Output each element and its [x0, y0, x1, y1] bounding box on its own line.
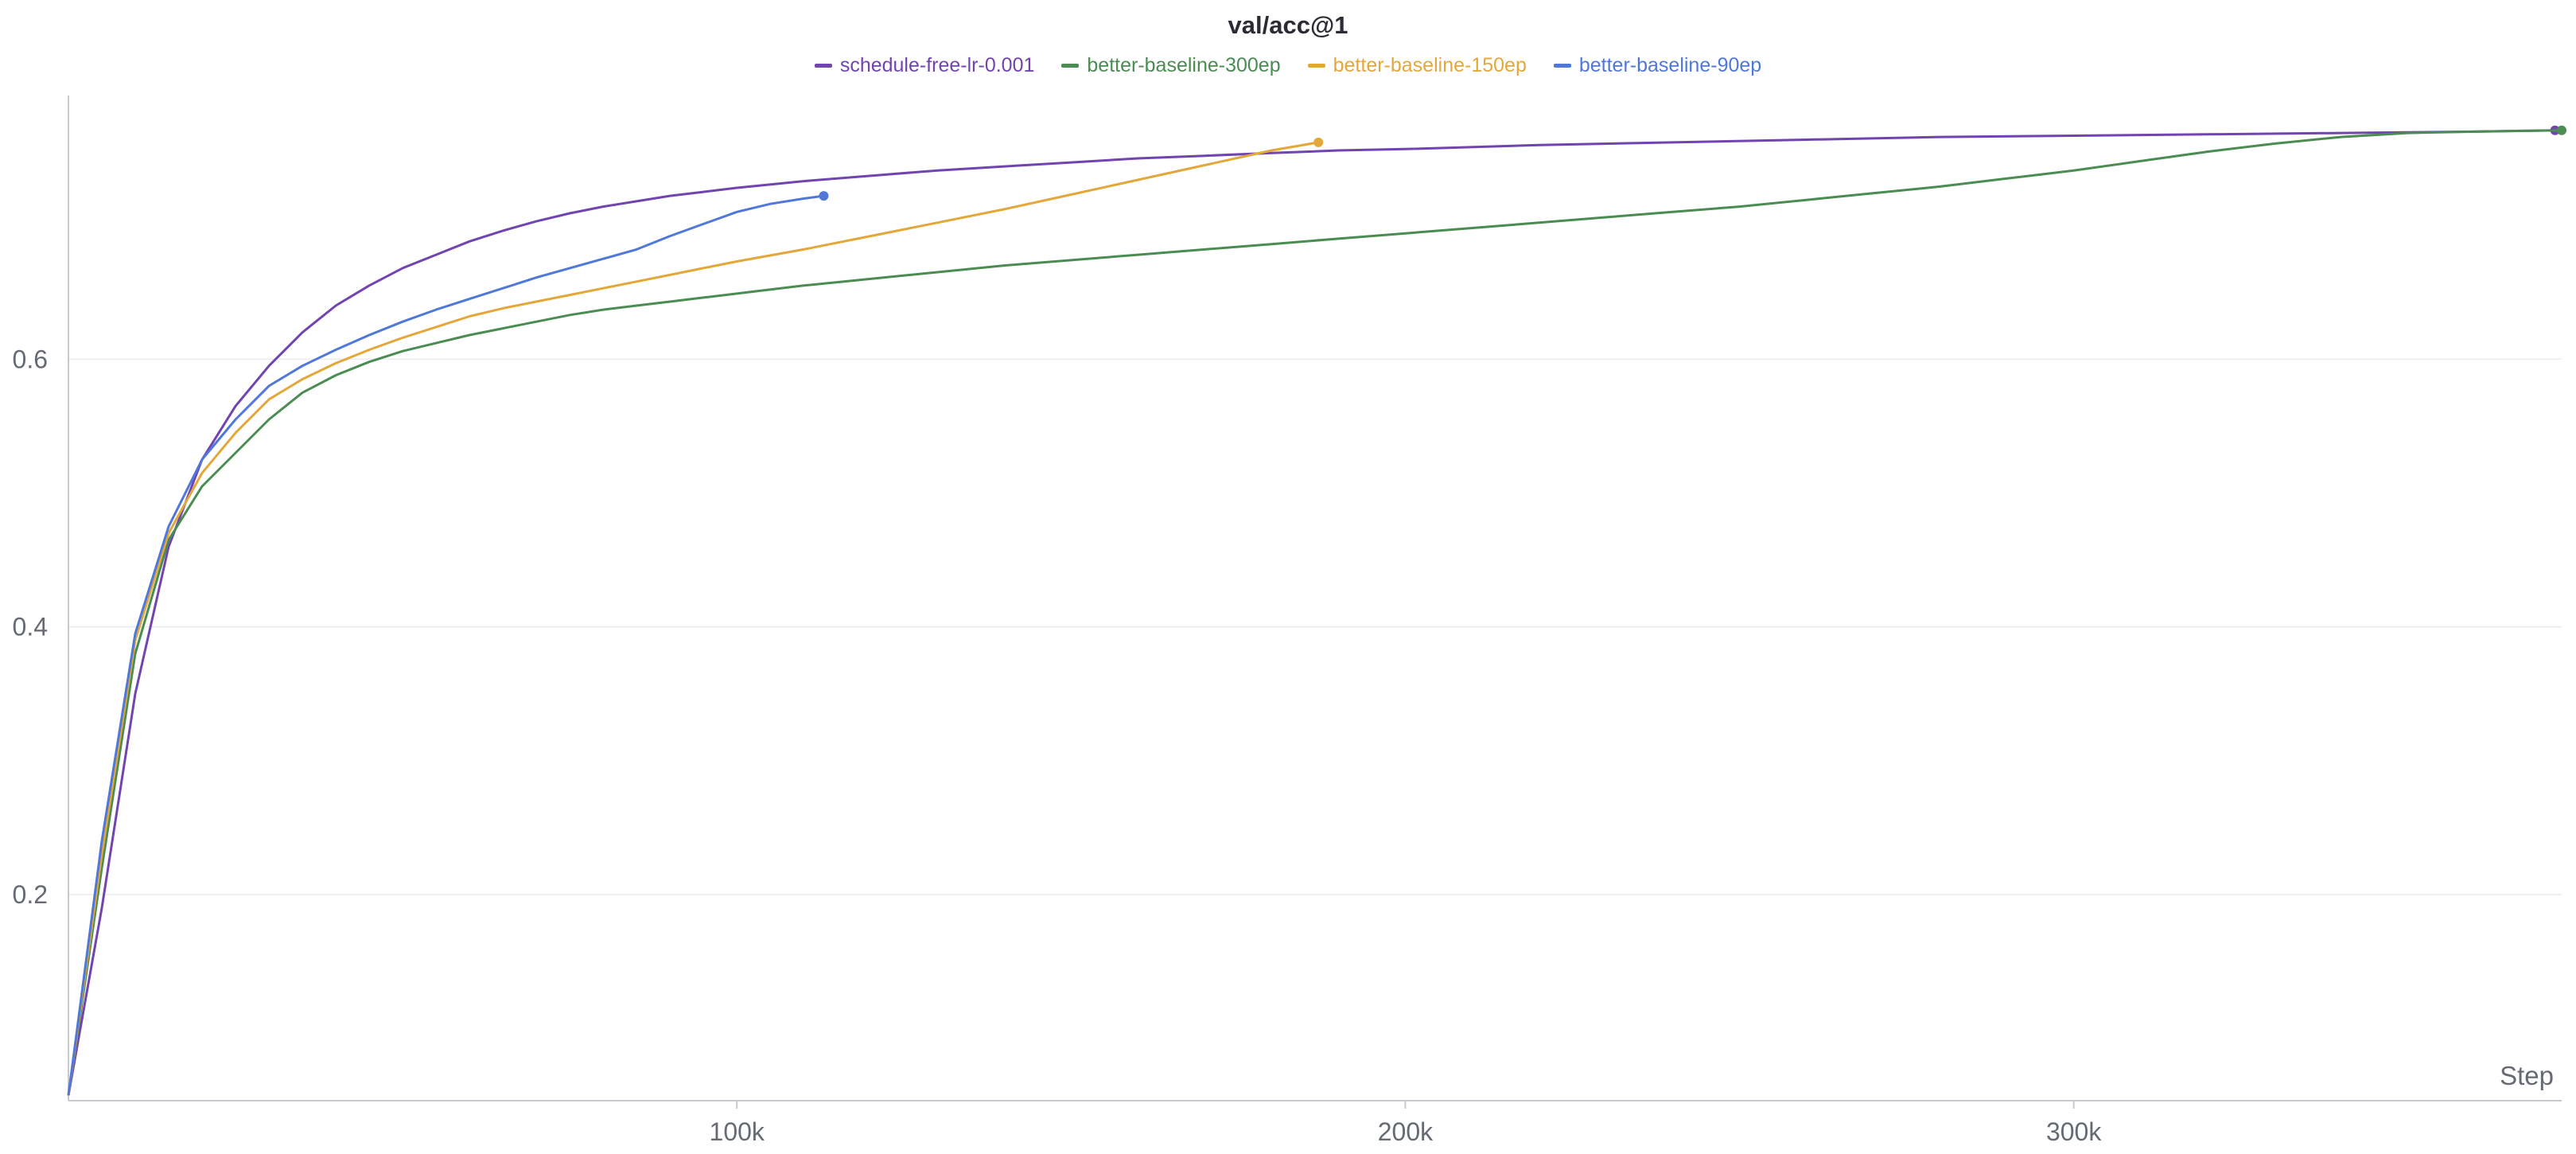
- x-tick-label: 300k: [2046, 1117, 2102, 1146]
- legend-label: better-baseline-150ep: [1333, 54, 1527, 76]
- series-end-marker-2: [1313, 137, 1324, 147]
- x-tick-label: 200k: [1378, 1117, 1434, 1146]
- grid-lines: [68, 358, 2562, 895]
- legend-item[interactable]: better-baseline-300ep: [1061, 54, 1281, 77]
- series-line-1[interactable]: [67, 129, 2562, 1096]
- series-end-marker-3: [819, 191, 829, 201]
- legend-item[interactable]: better-baseline-150ep: [1307, 54, 1527, 77]
- y-tick-label: 0.4: [13, 613, 48, 641]
- chart-legend: schedule-free-lr-0.001 better-baseline-3…: [0, 54, 2576, 77]
- series-lines: [67, 125, 2566, 1096]
- series-end-marker-1: [2557, 125, 2566, 135]
- x-axis-title: Step: [2500, 1061, 2554, 1090]
- legend-swatch-icon: [814, 64, 832, 68]
- legend-swatch-icon: [1307, 64, 1325, 68]
- legend-item[interactable]: better-baseline-90ep: [1553, 54, 1762, 77]
- series-line-3[interactable]: [67, 194, 824, 1096]
- series-line-2[interactable]: [67, 141, 1319, 1096]
- legend-swatch-icon: [1061, 64, 1080, 68]
- axis-ticks: 0.2 0.4 0.6 100k 200k 300k: [13, 345, 2103, 1146]
- legend-label: better-baseline-300ep: [1087, 54, 1281, 76]
- series-line-0[interactable]: [67, 129, 2555, 1096]
- legend-label: better-baseline-90ep: [1578, 54, 1762, 76]
- y-tick-label: 0.2: [13, 880, 48, 909]
- y-tick-label: 0.6: [13, 345, 48, 373]
- legend-swatch-icon: [1553, 64, 1571, 68]
- chart-title: val/acc@1: [1228, 11, 1348, 39]
- x-tick-label: 100k: [710, 1117, 765, 1146]
- legend-label: schedule-free-lr-0.001: [839, 54, 1035, 76]
- legend-item[interactable]: schedule-free-lr-0.001: [814, 54, 1035, 77]
